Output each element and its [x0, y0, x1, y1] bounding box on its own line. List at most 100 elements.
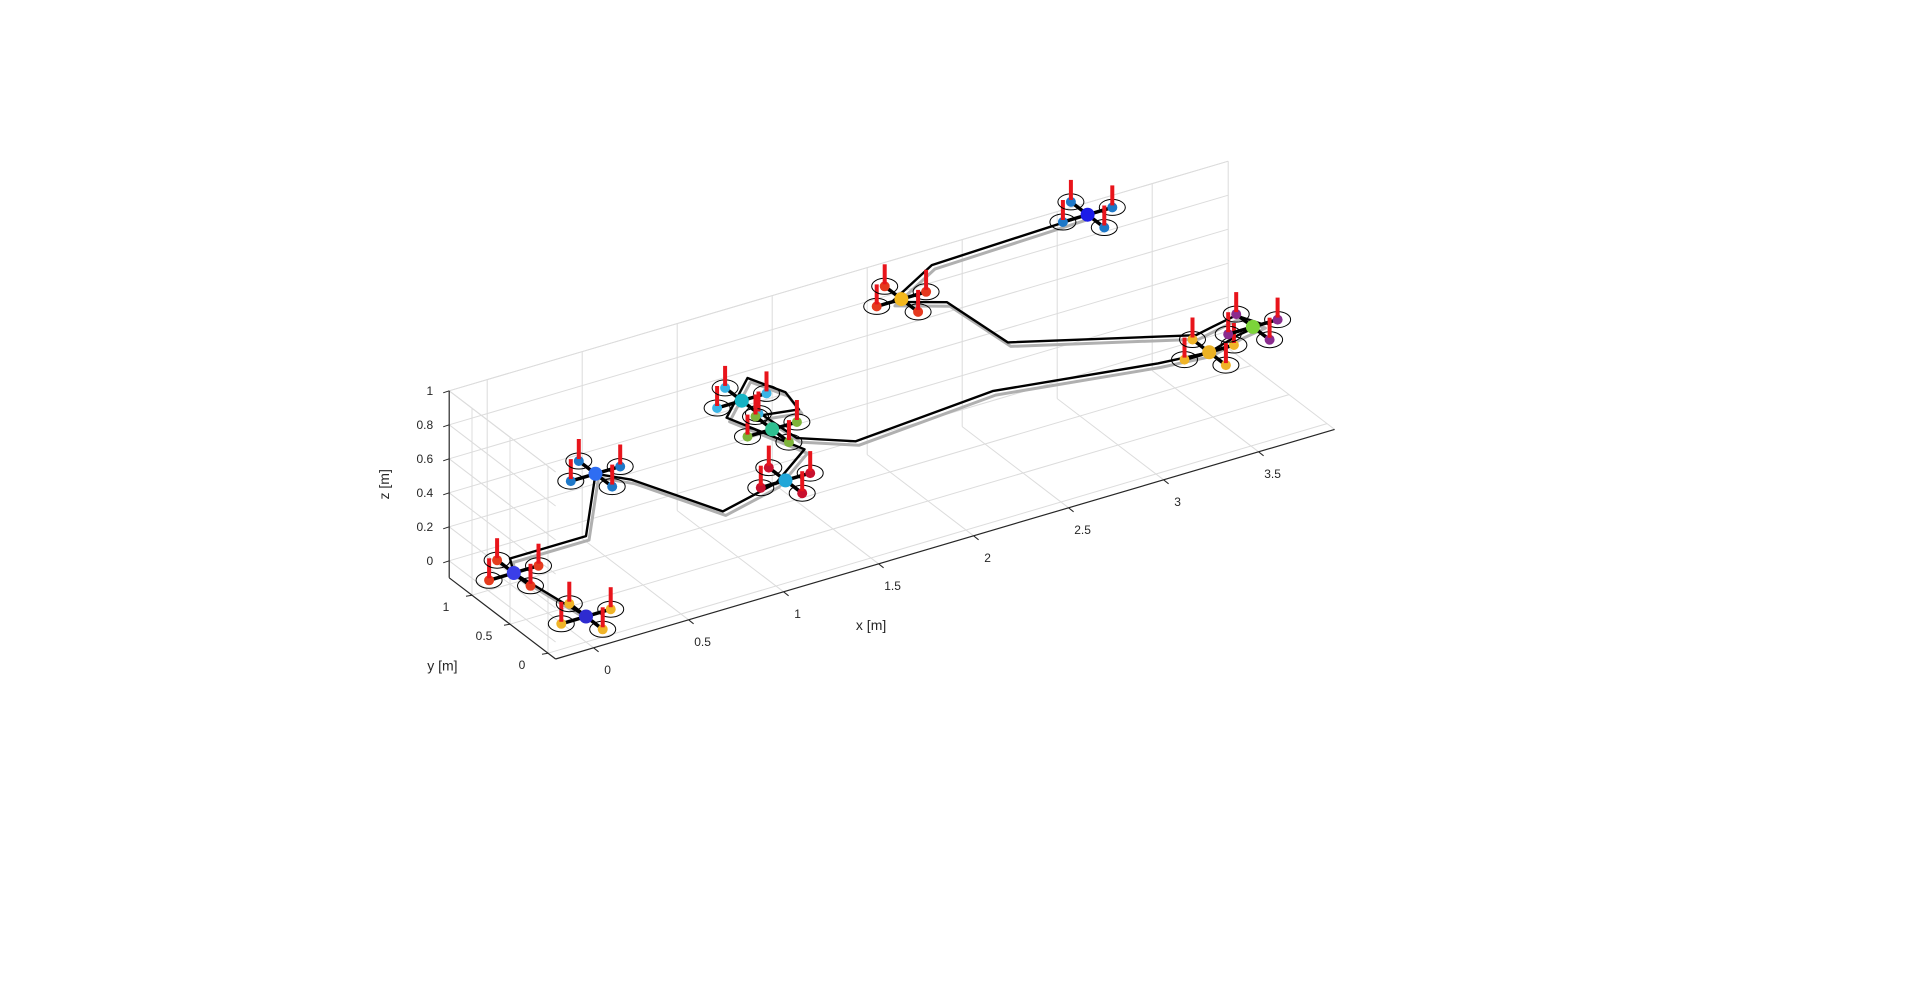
rotor-hub [1065, 196, 1076, 207]
x-tick-label: 0 [604, 663, 611, 677]
grid-line-y-floor [509, 394, 1290, 625]
z-tick-label: 0.4 [417, 486, 434, 500]
rotor-hub [605, 604, 616, 615]
rotor-hub [871, 301, 882, 312]
rotor-hub [597, 624, 608, 635]
quadrotors [475, 179, 1292, 638]
quadrotor [1171, 317, 1248, 374]
rotor-hub [573, 456, 584, 466]
rotor-hub [564, 598, 575, 609]
tick-labels: 0 0.5 1 1.5 2 2.5 3 3.5 0 0.5 1 0 0.2 0.4 0.6 0.8 1 [417, 384, 1282, 677]
y-tick-mark [541, 652, 549, 655]
grid-line-x-floor [771, 482, 879, 565]
x-tick-mark [593, 647, 599, 653]
grid-lines [448, 160, 1335, 654]
grid-line-z-back [449, 228, 1229, 460]
rotor-hub [1264, 334, 1275, 345]
rotor-hub [805, 468, 816, 479]
x-tick-mark [878, 563, 884, 569]
z-tick-mark [443, 458, 450, 462]
rotor-hub [1223, 329, 1234, 340]
rotor-hub [1228, 340, 1239, 350]
z-tick-mark [443, 390, 450, 394]
quadrotor-body [1245, 319, 1260, 334]
pane-edge [448, 390, 556, 473]
rotor-hub [797, 488, 808, 499]
quadrotor-body [734, 393, 749, 408]
x-tick-label: 1.5 [884, 579, 901, 593]
x-tick-mark [1163, 479, 1169, 485]
y-tick-mark [465, 594, 473, 597]
rotor-hub [525, 580, 536, 591]
y-tick-label: 1 [443, 600, 450, 614]
quadrotor [557, 439, 634, 496]
x-tick-label: 3 [1174, 495, 1181, 509]
z-tick-mark [443, 560, 450, 564]
rotor-hub [755, 482, 766, 493]
rotor-hub [484, 575, 495, 586]
grid-line-x-floor [486, 566, 594, 649]
quadrotor [863, 264, 940, 321]
quadrotor-body [579, 609, 593, 624]
rotor-hub [1057, 217, 1068, 227]
y-tick-mark [503, 623, 511, 626]
quadrotor [703, 365, 780, 422]
y-axis-line [448, 577, 556, 660]
z-tick-label: 0.2 [417, 520, 434, 534]
quadrotor [747, 445, 824, 502]
grid-line-x-floor [581, 538, 689, 621]
rotor-hub [712, 403, 723, 413]
grid-line-x-floor [1151, 370, 1259, 453]
x-axis-label: x [m] [856, 617, 886, 633]
rotor-hub [783, 437, 794, 448]
quadrotor [547, 581, 625, 638]
grid-line-x-floor [866, 454, 974, 537]
rotor-hub [791, 417, 802, 427]
rotor-hub [533, 560, 544, 571]
grid-line-y-floor [471, 365, 1252, 596]
x-tick-mark [973, 535, 979, 541]
rotor-hub [565, 476, 576, 487]
rotor-hub [879, 281, 890, 292]
quadrotor-body [778, 473, 793, 488]
quadrotor [475, 538, 552, 595]
x-tick-label: 3.5 [1264, 467, 1281, 481]
x-tick-label: 2.5 [1074, 523, 1091, 537]
grid-line-z-left [448, 560, 556, 643]
grid-line-x-floor [961, 426, 1069, 509]
quadrotor-body [765, 422, 780, 437]
x-axis-line [555, 428, 1335, 660]
rotor-hub [913, 306, 924, 317]
z-axis-label: z [m] [376, 469, 392, 499]
quadrotor-body [506, 566, 521, 580]
rotor-hub [1107, 202, 1118, 213]
rotor-hub [763, 462, 774, 473]
x-tick-label: 0.5 [694, 635, 711, 649]
rotor-hub [761, 388, 772, 399]
grid-line-z-left [448, 458, 556, 541]
quadrotor-body [894, 292, 909, 307]
rotor-hub [1272, 314, 1283, 325]
z-tick-label: 0.8 [417, 418, 434, 432]
x-tick-mark [688, 619, 694, 625]
x-tick-label: 1 [794, 607, 801, 621]
quadrotor [734, 394, 811, 451]
grid-line-z-back [449, 296, 1229, 528]
quadrotor [1214, 292, 1292, 349]
rotor-hub [1220, 360, 1231, 371]
quadrotor-body [1202, 345, 1217, 360]
quadrotor [1049, 179, 1126, 236]
z-tick-mark [443, 492, 450, 496]
x-tick-mark [1068, 507, 1074, 513]
rotor-hub [607, 481, 618, 492]
rotor-hub [492, 555, 503, 566]
rotor-hub [921, 286, 932, 297]
rotor-hub [742, 431, 753, 442]
trajectory-line [508, 213, 1264, 618]
grid-line-z-back [449, 194, 1229, 426]
z-tick-label: 0 [427, 554, 434, 568]
z-tick-mark [443, 424, 450, 428]
x-tick-mark [1258, 451, 1264, 457]
trajectory [508, 213, 1264, 618]
